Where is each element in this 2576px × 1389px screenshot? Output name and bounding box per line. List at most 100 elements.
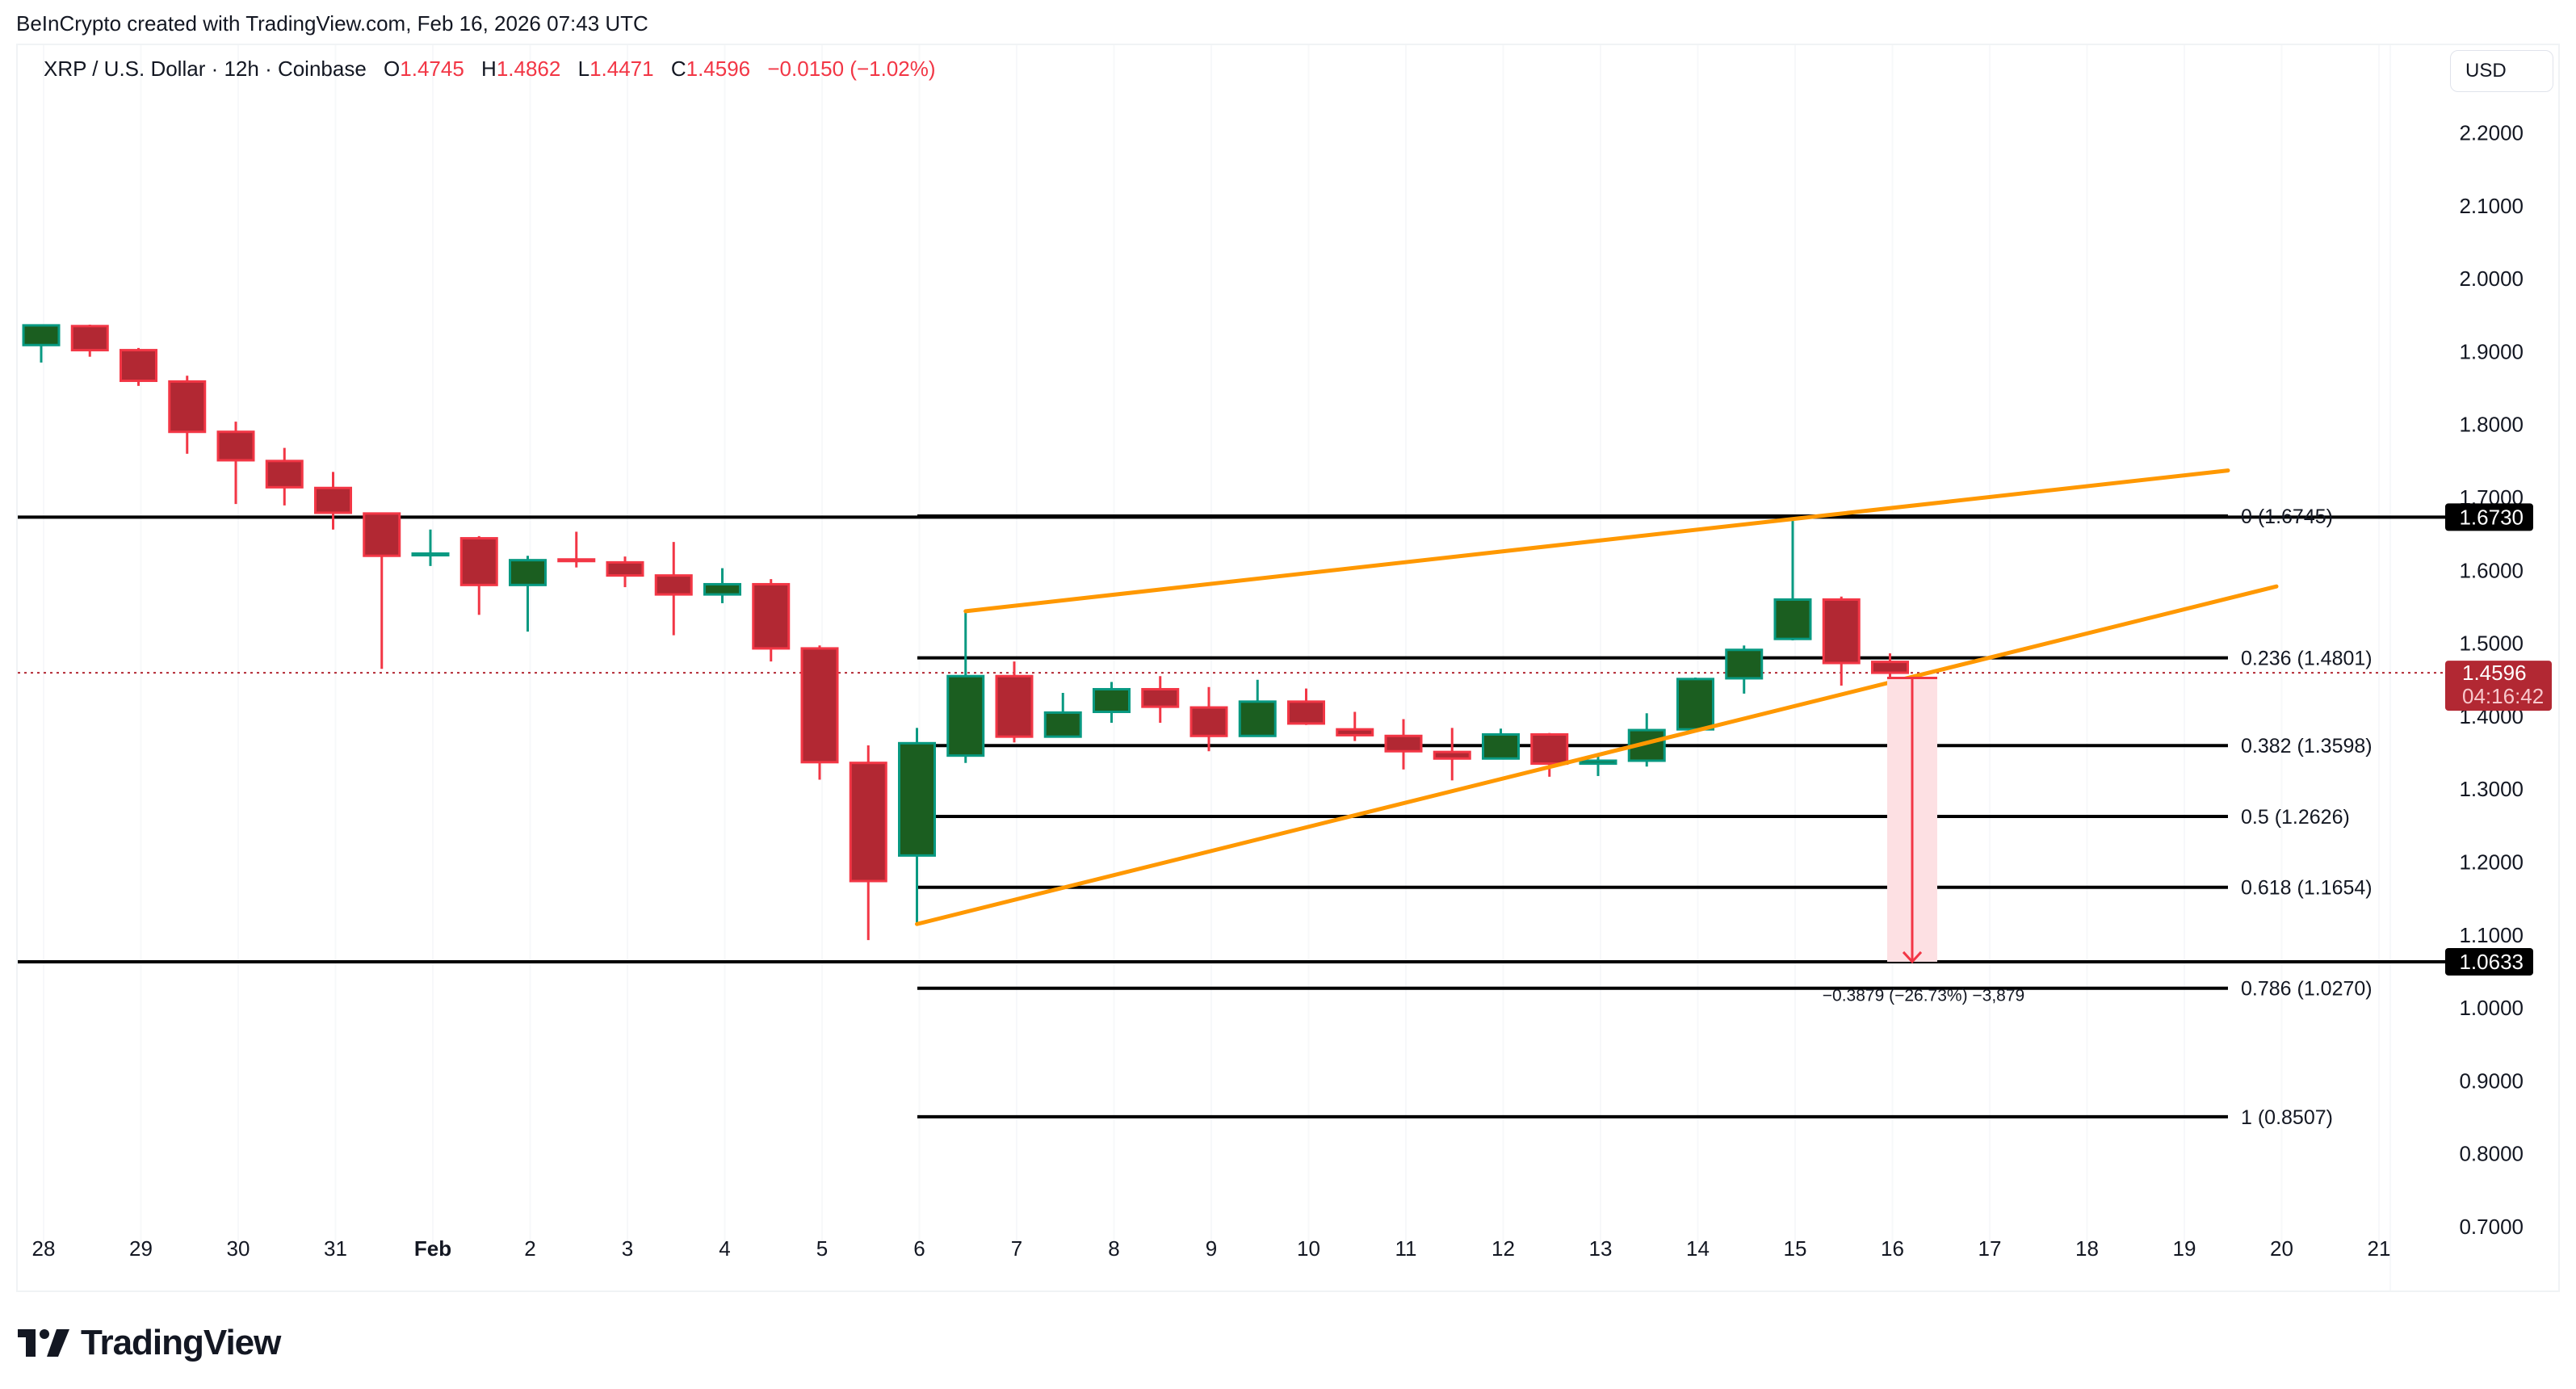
candle-body[interactable]	[1141, 687, 1180, 708]
candle-body[interactable]	[1238, 700, 1277, 737]
time-axis-tick: 29	[129, 1236, 153, 1261]
price-line-tag	[2445, 947, 2533, 976]
price-axis-tick: 2.2000	[2459, 121, 2524, 145]
low-value: 1.4471	[589, 57, 654, 81]
price-axis-tick: 0.9000	[2459, 1068, 2524, 1093]
bar-countdown: 04:16:42	[2462, 684, 2544, 708]
symbol-title[interactable]: XRP / U.S. Dollar · 12h · Coinbase	[44, 57, 367, 81]
fib-level-label: 0.236 (1.4801)	[2241, 648, 2373, 670]
time-axis-tick: 31	[324, 1236, 347, 1261]
candle-body[interactable]	[1336, 728, 1374, 736]
time-axis-tick: 10	[1297, 1236, 1320, 1261]
price-axis-tick: 2.0000	[2459, 266, 2524, 291]
candle-body[interactable]	[1773, 598, 1812, 640]
candle-body[interactable]	[606, 560, 644, 577]
time-axis-tick: 20	[2270, 1236, 2293, 1261]
time-axis-tick: 30	[227, 1236, 250, 1261]
chart-attribution: BeInCrypto created with TradingView.com,…	[16, 11, 648, 36]
price-axis-tick: 1.0000	[2459, 996, 2524, 1020]
last-price-tag	[2445, 661, 2552, 711]
candle-body[interactable]	[1871, 661, 1909, 674]
last-price-value: 1.4596	[2462, 661, 2527, 685]
candle-body[interactable]	[168, 380, 207, 434]
tradingview-logo[interactable]: TradingView	[18, 1323, 281, 1363]
candle-body[interactable]	[946, 674, 985, 757]
price-line-tag	[2445, 503, 2533, 531]
fib-level-label: 0.5 (1.2626)	[2241, 806, 2350, 829]
close-value: 1.4596	[686, 57, 751, 81]
candle-body[interactable]	[1579, 759, 1617, 766]
time-axis-tick: 21	[2368, 1236, 2391, 1261]
price-range-label: −0.3879 (−26.73%) −3,879	[1823, 987, 2024, 1005]
candle-body[interactable]	[1287, 700, 1325, 725]
chart-frame[interactable]	[16, 44, 2560, 1292]
candle-body[interactable]	[411, 552, 450, 557]
candle-body[interactable]	[898, 741, 936, 857]
time-axis-tick: 16	[1881, 1236, 1904, 1261]
high-value: 1.4862	[496, 57, 561, 81]
candle-body[interactable]	[120, 349, 157, 383]
currency-button[interactable]: USD	[2450, 50, 2553, 92]
tradingview-wordmark: TradingView	[81, 1323, 281, 1362]
candle-body[interactable]	[1676, 678, 1714, 731]
time-axis-tick: 4	[719, 1236, 730, 1261]
time-axis-tick: 2	[524, 1236, 535, 1261]
candle-body[interactable]	[654, 574, 693, 596]
open-value: 1.4745	[400, 57, 464, 81]
time-axis-tick: 8	[1108, 1236, 1119, 1261]
candle-body[interactable]	[1822, 598, 1861, 665]
candle-body[interactable]	[459, 537, 498, 586]
candle-body[interactable]	[265, 460, 304, 489]
price-line-tag-label: 1.6730	[2459, 505, 2524, 529]
tradingview-logo-icon	[18, 1329, 69, 1357]
candle-body[interactable]	[314, 486, 352, 514]
candle-body[interactable]	[1189, 706, 1228, 737]
price-axis-tick: 1.3000	[2459, 777, 2524, 801]
candle-body[interactable]	[1043, 711, 1082, 738]
time-axis-tick: 6	[913, 1236, 925, 1261]
high-label: H	[481, 57, 497, 81]
close-label: C	[670, 57, 686, 81]
time-axis-tick: 3	[622, 1236, 633, 1261]
low-label: L	[577, 57, 590, 81]
time-axis-tick: 28	[32, 1236, 56, 1261]
open-label: O	[384, 57, 401, 81]
candle-body[interactable]	[849, 762, 887, 883]
candle-body[interactable]	[1482, 732, 1520, 760]
arrow-down-icon	[1902, 950, 1923, 964]
price-axis-tick: 1.5000	[2459, 632, 2524, 656]
candle-body[interactable]	[216, 430, 255, 462]
candle-body[interactable]	[363, 512, 401, 557]
candle-body[interactable]	[752, 582, 791, 650]
time-axis-tick: 5	[816, 1236, 828, 1261]
price-axis-tick: 0.7000	[2459, 1215, 2524, 1239]
price-axis-tick: 1.1000	[2459, 923, 2524, 947]
time-axis-tick: Feb	[414, 1236, 451, 1261]
fib-level-label: 0.382 (1.3598)	[2241, 735, 2373, 757]
candle-body[interactable]	[1530, 732, 1569, 766]
price-line-tag-label: 1.0633	[2459, 950, 2524, 974]
price-axis-tick: 2.1000	[2459, 194, 2524, 218]
time-axis-tick: 11	[1395, 1236, 1417, 1261]
time-axis-tick: 13	[1589, 1236, 1613, 1261]
candle-body[interactable]	[509, 559, 547, 586]
candle-body[interactable]	[703, 582, 741, 596]
candle-body[interactable]	[1433, 750, 1471, 760]
candle-body[interactable]	[70, 325, 109, 352]
price-axis-tick: 1.6000	[2459, 558, 2524, 582]
price-axis-tick: 1.9000	[2459, 339, 2524, 363]
wedge-upper-trendline[interactable]	[963, 468, 2230, 614]
fib-level-label: 0 (1.6745)	[2241, 506, 2333, 528]
fib-level-label: 0.618 (1.1654)	[2241, 877, 2373, 900]
candle-body[interactable]	[1384, 734, 1423, 753]
wedge-lower-trendline[interactable]	[915, 584, 2279, 926]
candle-body[interactable]	[1093, 687, 1131, 713]
candle-body[interactable]	[557, 558, 596, 563]
candle-body[interactable]	[1725, 648, 1764, 680]
candle-body[interactable]	[995, 674, 1034, 738]
symbol-legend: XRP / U.S. Dollar · 12h · Coinbase O1.47…	[44, 57, 936, 82]
price-axis-tick: 1.2000	[2459, 850, 2524, 875]
candle-body[interactable]	[800, 647, 839, 764]
candle-body[interactable]	[22, 324, 61, 346]
